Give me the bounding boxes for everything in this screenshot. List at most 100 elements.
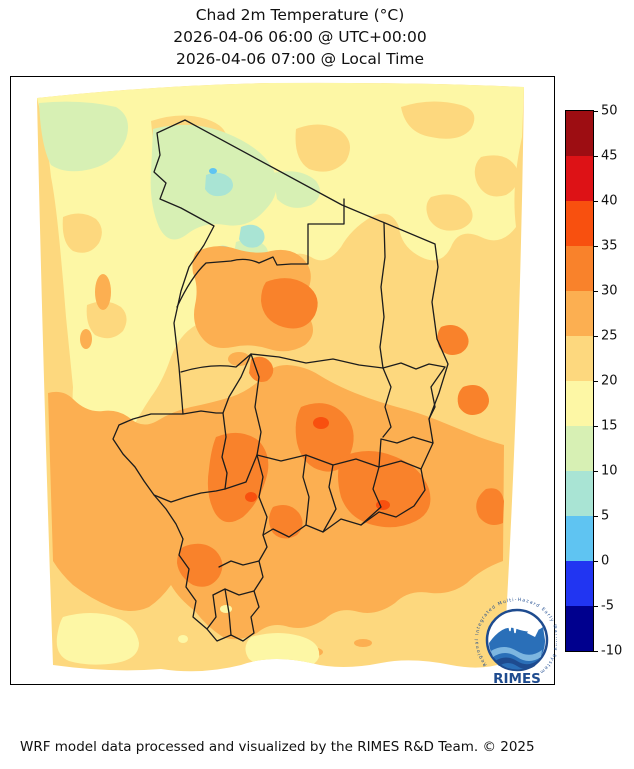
colorbar-tick-mark (593, 471, 598, 472)
temp-band-30-35 (269, 505, 303, 539)
logo-sail-icon (527, 626, 539, 637)
logo-wave (491, 647, 542, 661)
colorbar-tick-mark (593, 201, 598, 202)
colorbar-band (566, 156, 593, 201)
colorbar-tick-label: 40 (601, 193, 618, 209)
colorbar-band (566, 426, 593, 471)
logo-wave (495, 657, 538, 669)
temp-patch-15-20 (220, 605, 232, 613)
colorbar-tick-mark (593, 651, 598, 652)
temp-band-30-35 (457, 385, 489, 415)
colorbar-tick-label: 25 (601, 328, 618, 344)
colorbar-band (566, 516, 593, 561)
temp-band-30-35 (261, 278, 318, 329)
region-border (382, 362, 446, 370)
temp-band-25-30 (48, 365, 504, 640)
temp-band-25-30 (80, 329, 92, 349)
region-border (218, 560, 260, 568)
colorbar-band (566, 606, 593, 651)
temp-band-30-35 (437, 325, 469, 355)
temp-band-25-30 (95, 274, 111, 310)
title-line-1: Chad 2m Temperature (°C) (195, 6, 405, 24)
temp-patch-20-25 (86, 301, 127, 339)
region-border (221, 353, 252, 490)
temp-band-30-35 (295, 403, 354, 472)
colorbar-tick-label: 50 (601, 103, 618, 119)
colorbar-band (566, 336, 593, 381)
region-border (379, 222, 386, 369)
rimes-logo: Regional Integrated Multi-Hazard Early W… (469, 593, 559, 687)
region-border (250, 353, 262, 456)
colorbar-tick-mark (593, 156, 598, 157)
temp-band-35-40 (245, 492, 257, 502)
colorbar-tick-mark (593, 291, 598, 292)
colorbar-tick-label: 0 (601, 553, 610, 569)
region-border (256, 454, 422, 470)
colorbar-tick-label: -10 (601, 643, 623, 659)
region-border (212, 588, 255, 596)
colorbar-tick-label: 15 (601, 418, 618, 434)
temp-band-25-30 (354, 639, 372, 647)
colorbar-tick-mark (593, 516, 598, 517)
chad-country-outline (112, 119, 449, 642)
temp-band-10-15 (273, 171, 320, 208)
temp-band-30-35 (476, 488, 504, 525)
colorbar-tick-mark (593, 246, 598, 247)
colorbar-tick-label: 35 (601, 238, 618, 254)
plot-title: Chad 2m Temperature (°C) 2026-04-06 06:0… (0, 4, 600, 70)
region-border (153, 488, 226, 503)
colorbar-band (566, 246, 593, 291)
temp-band-0-5 (209, 168, 217, 174)
region-border (382, 367, 392, 438)
temp-patch-15-20 (178, 635, 188, 643)
temp-band-25-30 (228, 352, 250, 366)
region-border (378, 436, 434, 468)
colorbar-tick-label: 5 (601, 508, 610, 524)
temp-band-10-15 (39, 101, 129, 172)
logo-seismogram-icon (504, 614, 520, 634)
title-line-2: 2026-04-06 06:00 @ UTC+00:00 (173, 28, 427, 46)
temp-patch-20-25 (401, 101, 475, 139)
map-axes-frame: Regional Integrated Multi-Hazard Early W… (10, 76, 559, 687)
region-border (360, 466, 382, 526)
temp-band-5-10 (239, 224, 265, 248)
region-border (224, 454, 258, 490)
region-border (206, 594, 217, 630)
colorbar-band (566, 471, 593, 516)
temp-patch-20-25 (62, 213, 102, 253)
colorbar-tick-label: 30 (601, 283, 618, 299)
temp-band-30-35 (338, 451, 431, 528)
temp-patch-20-25 (426, 194, 473, 231)
temp-patch-20-25 (295, 124, 350, 172)
temp-patch-15-20 (56, 613, 139, 665)
temp-band-35-40 (313, 417, 329, 429)
colorbar-tick-label: -5 (601, 598, 614, 614)
colorbar-tick-mark (593, 111, 598, 112)
title-line-3: 2026-04-06 07:00 @ Local Time (175, 50, 425, 68)
colorbar-tick-mark (593, 561, 598, 562)
region-border (182, 410, 224, 415)
temp-band-5-10 (205, 172, 233, 197)
region-border (180, 353, 384, 373)
region-border (176, 198, 345, 308)
region-border (322, 464, 337, 533)
colorbar-tick-mark (593, 606, 598, 607)
colorbar-tick-mark (593, 336, 598, 337)
region-border (224, 588, 232, 636)
colorbar-tick-label: 10 (601, 463, 618, 479)
colorbar-tick-label: 20 (601, 373, 618, 389)
credit-text: WRF model data processed and visualized … (20, 739, 535, 755)
temp-patch-20-25 (474, 155, 519, 197)
colorbar-band (566, 381, 593, 426)
admin-borders (112, 119, 449, 642)
region-border (428, 366, 446, 420)
colorbar-tick-mark (593, 381, 598, 382)
colorbar-tick-mark (593, 426, 598, 427)
temp-band-30-35 (249, 356, 274, 382)
colorbar-band (566, 291, 593, 336)
chad-temperature-map (37, 82, 524, 672)
colorbar (565, 110, 594, 652)
region-border (256, 454, 268, 536)
logo-wordmark: RIMES (493, 671, 541, 687)
